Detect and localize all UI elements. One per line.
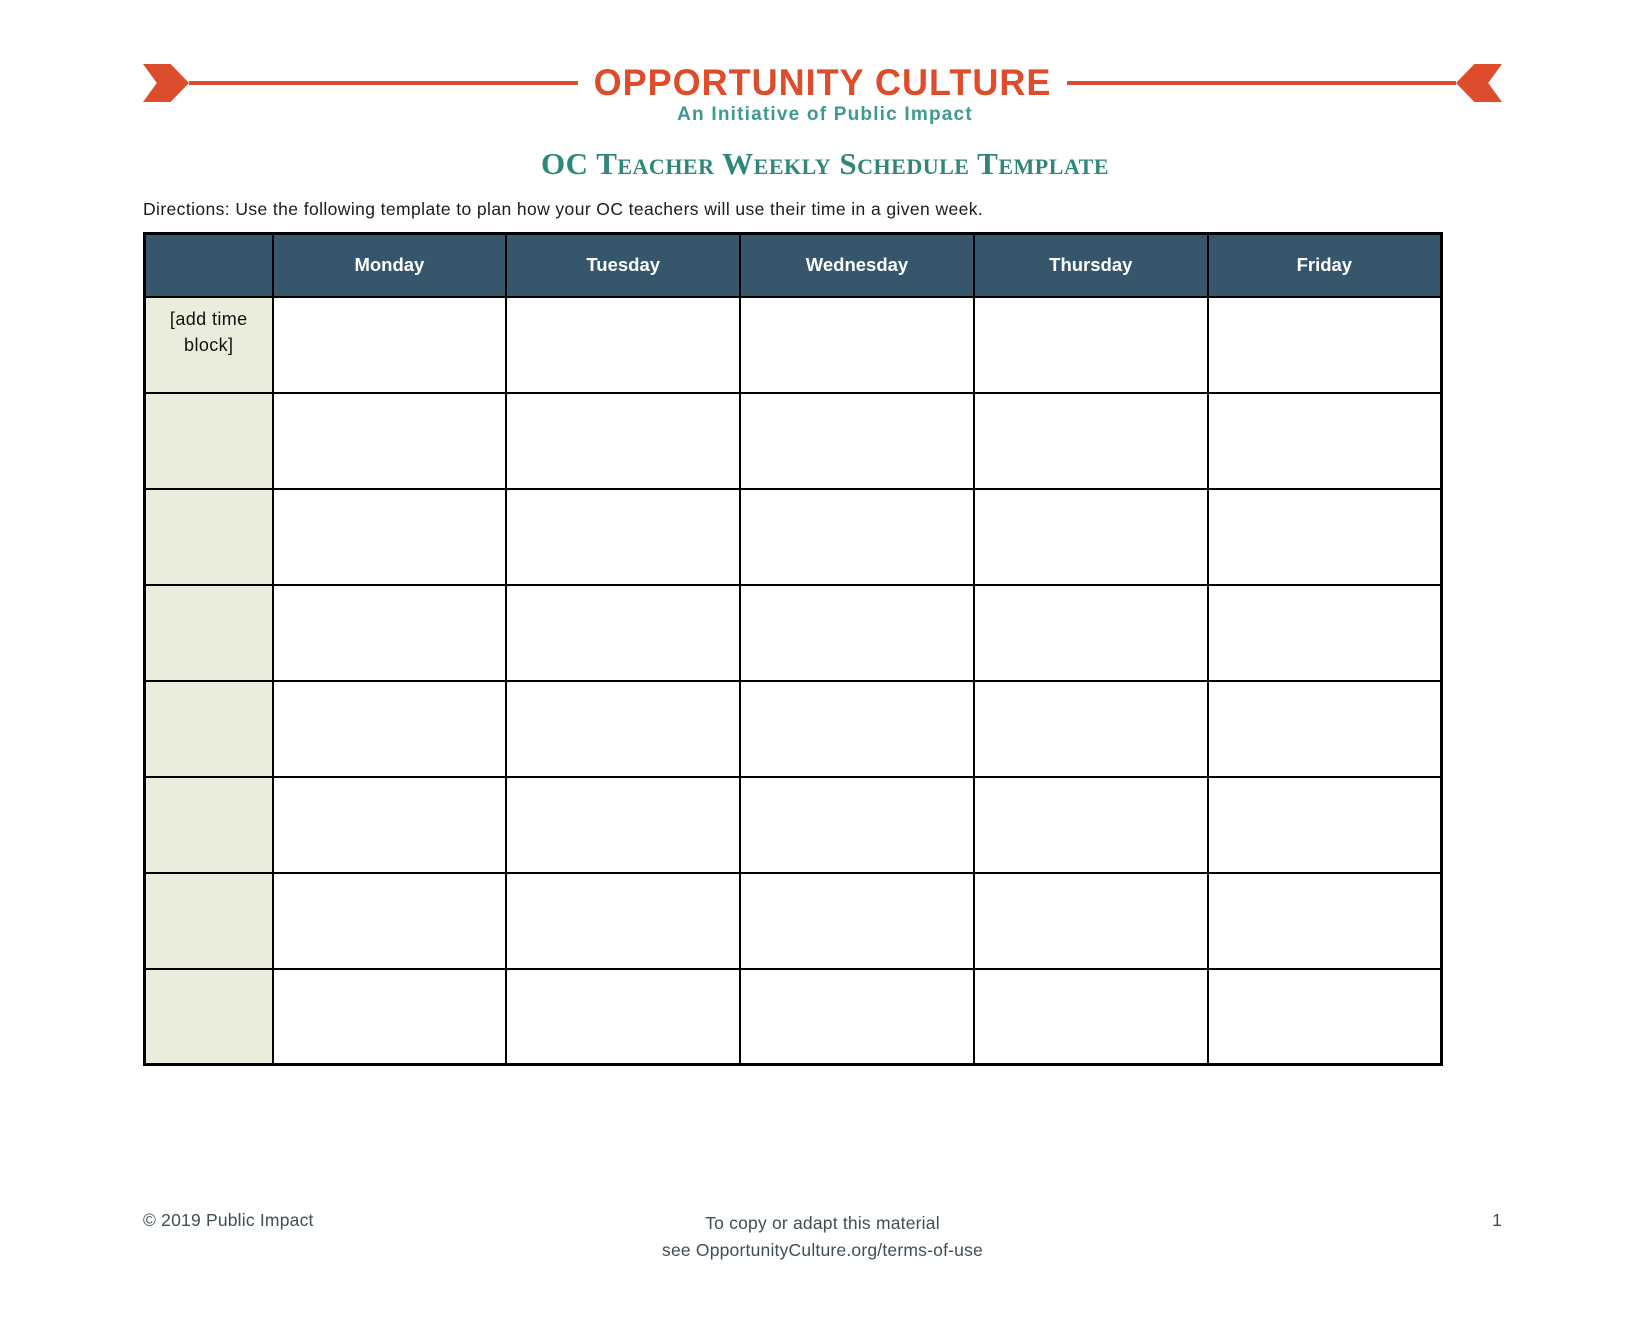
schedule-cell[interactable] [1206, 391, 1443, 490]
schedule-cell[interactable] [972, 295, 1209, 394]
table-row [143, 679, 1443, 778]
schedule-cell[interactable] [1206, 679, 1443, 778]
schedule-cell[interactable] [505, 967, 742, 1066]
table-row [143, 391, 1443, 490]
table-row [143, 967, 1443, 1066]
schedule-cell[interactable] [972, 679, 1209, 778]
brand-logo: OPPORTUNITY CULTURE [593, 61, 1052, 104]
page-title: OC Teacher Weekly Schedule Template [541, 146, 1109, 181]
arrow-fletching-right-icon [1456, 64, 1502, 102]
directions-text: Directions: Use the following template t… [143, 199, 984, 219]
schedule-cell[interactable] [739, 391, 975, 490]
schedule-cell[interactable] [739, 583, 975, 682]
schedule-cell[interactable] [1206, 487, 1443, 586]
arrow-fletching-left-icon [143, 64, 189, 102]
time-block-cell[interactable] [143, 487, 274, 586]
page-footer: © 2019 Public Impact To copy or adapt th… [143, 1210, 1502, 1264]
schedule-cell[interactable] [505, 583, 742, 682]
schedule-cell[interactable] [1206, 871, 1443, 970]
schedule-cell[interactable] [972, 775, 1209, 874]
schedule-cell[interactable] [271, 391, 508, 490]
day-header-monday: Monday [271, 232, 508, 298]
schedule-cell[interactable] [271, 775, 508, 874]
table-row [143, 775, 1443, 874]
schedule-cell[interactable] [271, 679, 508, 778]
schedule-cell[interactable] [1206, 967, 1443, 1066]
day-header-wednesday: Wednesday [739, 232, 975, 298]
schedule-cell[interactable] [739, 967, 975, 1066]
schedule-table: Monday Tuesday Wednesday Thursday Friday [ad… [143, 232, 1443, 1066]
schedule-cell[interactable] [972, 583, 1209, 682]
terms-of-use-note: To copy or adapt this material see Oppor… [662, 1210, 983, 1264]
time-block-cell[interactable] [143, 967, 274, 1066]
time-block-cell[interactable] [143, 583, 274, 682]
table-header-row: Monday Tuesday Wednesday Thursday Friday [143, 232, 1443, 298]
schedule-cell[interactable] [972, 967, 1209, 1066]
table-row: [add time block] [143, 295, 1443, 394]
time-block-cell[interactable] [143, 391, 274, 490]
time-block-cell[interactable] [143, 679, 274, 778]
schedule-cell[interactable] [739, 775, 975, 874]
table-corner-cell [143, 232, 274, 298]
copyright-text: © 2019 Public Impact [143, 1210, 314, 1230]
schedule-cell[interactable] [1206, 295, 1443, 394]
schedule-cell[interactable] [505, 775, 742, 874]
table-row [143, 871, 1443, 970]
schedule-cell[interactable] [505, 391, 742, 490]
time-block-cell[interactable] [143, 871, 274, 970]
page-number: 1 [1492, 1210, 1502, 1230]
schedule-cell[interactable] [505, 487, 742, 586]
header-rule-right [1067, 81, 1456, 85]
header-rule-left [189, 81, 578, 85]
schedule-cell[interactable] [739, 295, 975, 394]
schedule-cell[interactable] [739, 487, 975, 586]
schedule-cell[interactable] [271, 583, 508, 682]
schedule-cell[interactable] [739, 871, 975, 970]
table-row [143, 583, 1443, 682]
schedule-cell[interactable] [972, 487, 1209, 586]
schedule-cell[interactable] [271, 487, 508, 586]
schedule-cell[interactable] [1206, 775, 1443, 874]
day-header-friday: Friday [1206, 232, 1443, 298]
day-header-thursday: Thursday [972, 232, 1209, 298]
brand-tagline: An Initiative of Public Impact [677, 104, 973, 125]
brand-header: OPPORTUNITY CULTURE [143, 61, 1502, 104]
schedule-cell[interactable] [972, 871, 1209, 970]
schedule-cell[interactable] [505, 295, 742, 394]
schedule-cell[interactable] [1206, 583, 1443, 682]
day-header-tuesday: Tuesday [505, 232, 742, 298]
terms-line-1: To copy or adapt this material [705, 1213, 940, 1233]
terms-line-2: see OpportunityCulture.org/terms-of-use [662, 1240, 983, 1260]
schedule-cell[interactable] [505, 679, 742, 778]
schedule-table-body: [add time block] [143, 295, 1443, 1066]
table-row [143, 487, 1443, 586]
schedule-cell[interactable] [271, 871, 508, 970]
schedule-cell[interactable] [505, 871, 742, 970]
schedule-cell[interactable] [271, 295, 508, 394]
schedule-cell[interactable] [739, 679, 975, 778]
time-block-cell[interactable]: [add time block] [143, 295, 274, 394]
time-block-cell[interactable] [143, 775, 274, 874]
schedule-cell[interactable] [972, 391, 1209, 490]
schedule-cell[interactable] [271, 967, 508, 1066]
